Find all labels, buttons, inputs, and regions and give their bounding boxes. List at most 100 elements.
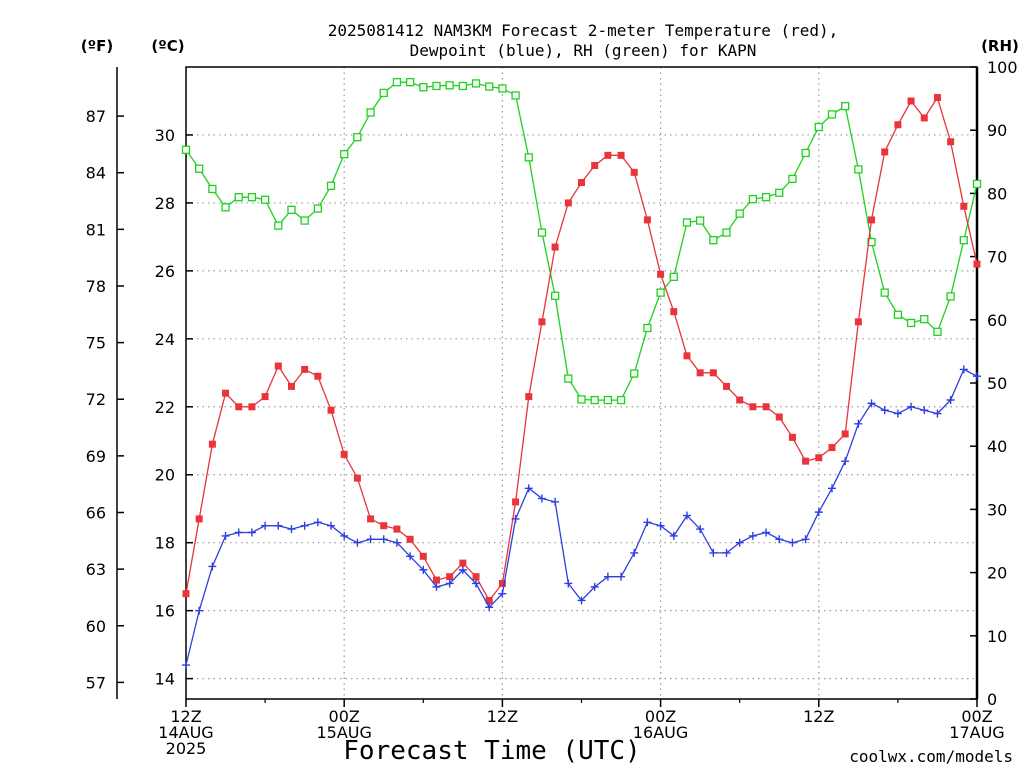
temperature-point	[868, 216, 876, 224]
dewpoint-series	[182, 365, 981, 670]
dewpoint-point	[603, 572, 612, 581]
rh-point	[392, 78, 402, 87]
temperature-point	[446, 573, 454, 581]
x-tick-label: 14AUG	[158, 723, 213, 742]
rh-point	[419, 83, 428, 92]
dewpoint-point	[827, 484, 836, 493]
dewpoint-point	[366, 535, 375, 544]
temperature-point	[235, 403, 243, 411]
temperature-point	[591, 162, 599, 170]
temperature-point	[828, 444, 836, 452]
x-tick-label: 16AUG	[633, 723, 688, 742]
temperature-point	[551, 243, 559, 251]
chart-title-line1: 2025081412 NAM3KM Forecast 2-meter Tempe…	[328, 21, 839, 40]
dewpoint-point	[854, 419, 863, 428]
temperature-point	[762, 403, 770, 411]
temperature-point	[261, 393, 269, 401]
dewpoint-point	[788, 538, 797, 547]
rh-point	[274, 221, 283, 230]
x-tick-label: 00Z	[645, 707, 676, 726]
dewpoint-point	[709, 548, 718, 557]
temperature-point	[947, 138, 955, 146]
rh-point	[208, 184, 217, 194]
temperature-point	[525, 393, 533, 401]
temperature-point	[208, 440, 216, 448]
temperature-point	[287, 382, 295, 390]
rh-tick-label: 10	[987, 627, 1007, 646]
temperature-point	[775, 413, 783, 421]
dewpoint-point	[195, 606, 204, 615]
rh-point	[946, 292, 955, 301]
celsius-tick-label: 14	[155, 670, 175, 689]
temperature-point	[907, 97, 915, 105]
rh-point	[880, 288, 889, 297]
rh-point	[616, 395, 626, 405]
rh-point	[972, 179, 982, 189]
rh-point	[603, 395, 613, 405]
temperature-point	[459, 559, 467, 567]
x-tick-label: 12Z	[170, 707, 201, 726]
temperature-point	[432, 576, 440, 584]
rh-point	[195, 164, 204, 173]
dewpoint-point	[722, 548, 731, 557]
rh-point	[458, 81, 468, 91]
temperature-point	[657, 270, 665, 278]
temperature-point	[960, 202, 968, 210]
temperature-point	[630, 168, 638, 176]
dewpoint-point	[274, 521, 283, 530]
rh-point	[735, 209, 744, 218]
x-tick-label: 2025	[166, 739, 207, 758]
rh-point	[340, 150, 349, 159]
rh-point	[577, 395, 586, 404]
rh-point	[564, 374, 573, 383]
dewpoint-point	[656, 521, 665, 530]
dewpoint-point	[933, 409, 942, 418]
temperature-point	[301, 365, 309, 373]
rh-point	[906, 318, 916, 328]
rh-point	[537, 228, 547, 237]
temperature-point	[195, 515, 203, 523]
rh-point	[405, 78, 415, 87]
dewpoint-point	[814, 508, 823, 517]
rh-point	[511, 91, 520, 100]
celsius-tick-label: 24	[155, 330, 175, 349]
celsius-tick-label: 30	[155, 126, 175, 145]
temperature-point	[894, 121, 902, 129]
dewpoint-point	[313, 518, 322, 527]
dewpoint-point	[379, 535, 388, 544]
rh-point	[524, 153, 533, 162]
dewpoint-point	[959, 365, 968, 374]
dewpoint-point	[748, 531, 757, 540]
rh-series	[181, 78, 982, 405]
rh-point	[748, 194, 758, 204]
rh-point	[827, 110, 837, 119]
fahrenheit-tick-label: 63	[86, 560, 106, 579]
temperature-point	[393, 525, 401, 533]
credit-link[interactable]: coolwx.com/models	[849, 747, 1013, 766]
rh-point	[300, 216, 309, 225]
dewpoint-point	[472, 579, 481, 588]
rh-point	[669, 272, 678, 281]
temperature-point	[578, 179, 585, 187]
dewpoint-point	[682, 511, 691, 520]
rh-point	[353, 133, 362, 142]
rh-point	[841, 102, 850, 111]
rh-tick-label: 80	[987, 184, 1007, 203]
rh-point	[247, 193, 257, 202]
rh-point	[893, 310, 903, 319]
temperature-point	[670, 308, 678, 316]
rh-point	[722, 228, 731, 237]
rh-point	[682, 218, 692, 227]
dewpoint-point	[669, 531, 678, 540]
rh-point	[366, 108, 375, 117]
temperature-point	[973, 260, 981, 268]
temperature-point	[380, 522, 388, 530]
celsius-tick-label: 20	[155, 466, 175, 485]
temperature-point	[353, 474, 361, 482]
series-layer	[181, 78, 982, 670]
dewpoint-point	[221, 531, 230, 540]
dewpoint-point	[973, 372, 981, 381]
temperature-point	[696, 369, 704, 377]
rh-point	[814, 122, 823, 132]
